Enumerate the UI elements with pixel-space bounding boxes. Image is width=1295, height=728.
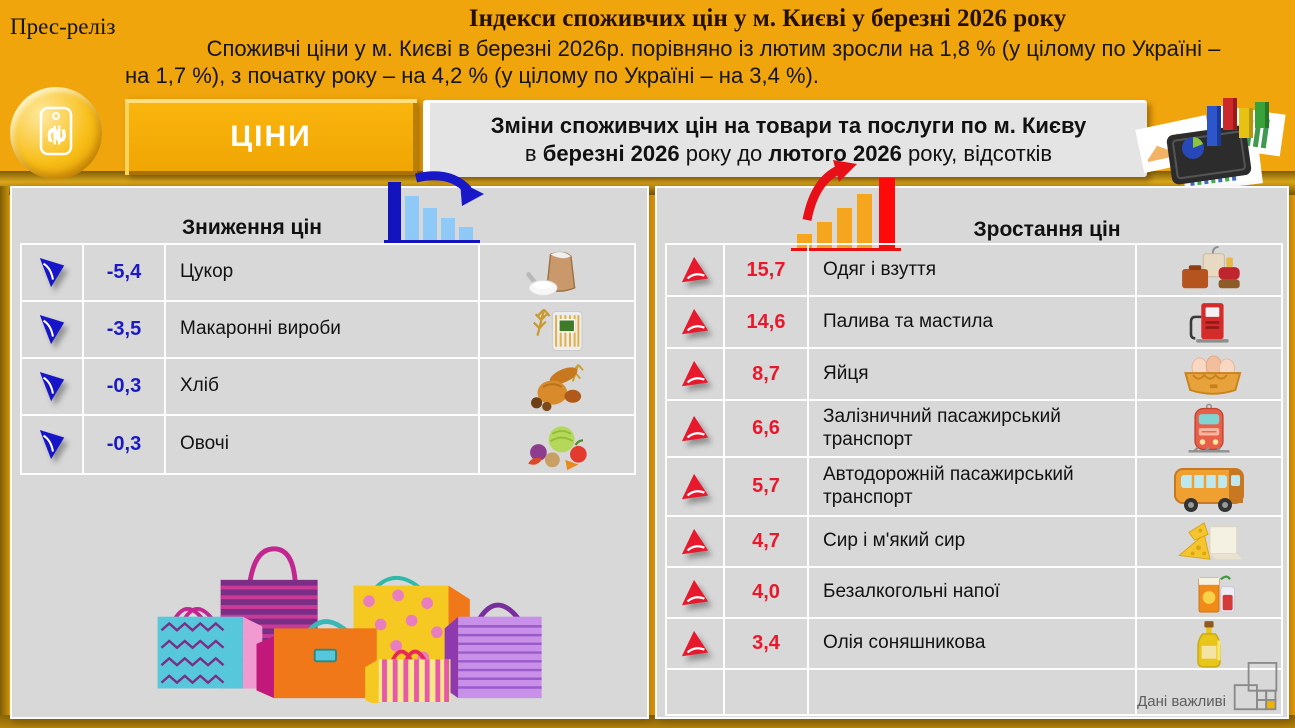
down-arrow-icon [22, 302, 84, 357]
info-box-line-2: в березні 2026 року до лютого 2026 року,… [524, 141, 1053, 166]
declining-bar-chart-icon [384, 170, 519, 255]
table-row: -0,3 Хліб [22, 359, 634, 416]
page-title: Індекси споживчих цін у м. Києві у берез… [468, 5, 1067, 32]
table-row: 4,7 Сир і м'який сир [667, 517, 1281, 568]
growth-panel: Зростання цін 15,7 Одяг і взуття [655, 160, 1289, 719]
table-row: 6,6 Залізничний пасажирський транспорт [667, 401, 1281, 458]
value-cell: 6,6 [725, 401, 809, 456]
up-arrow-icon [667, 517, 725, 566]
label-cell: Яйця [809, 349, 1137, 399]
value-cell: 8,7 [725, 349, 809, 399]
drinks-icon [1137, 568, 1281, 617]
cheese-icon [1137, 517, 1281, 566]
value-cell: -0,3 [84, 359, 166, 414]
value-cell: -0,3 [84, 416, 166, 473]
label-cell: Сир і м'який сир [809, 517, 1137, 566]
label-cell: Безалкогольні напої [809, 568, 1137, 617]
value-cell: 4,0 [725, 568, 809, 617]
left-border-decoration [0, 186, 9, 715]
logo-text: Дані важливі [1137, 693, 1226, 710]
table-row: -0,3 Овочі [22, 416, 634, 473]
table-row: 14,6 Палива та мастила [667, 297, 1281, 349]
up-arrow-icon [667, 401, 725, 456]
label-cell: Цукор [166, 245, 480, 300]
decline-panel: Зниження цін -5,4 Цукор [10, 171, 649, 719]
rising-bar-chart-icon [785, 160, 935, 260]
up-arrow-icon [667, 349, 725, 399]
label-cell: Овочі [166, 416, 480, 473]
value-cell: 14,6 [725, 297, 809, 347]
decline-table: -5,4 Цукор -3,5 Макаронні вироби [20, 243, 636, 475]
decline-panel-title: Зниження цін [182, 216, 322, 239]
bus-icon [1137, 458, 1281, 515]
vegetables-icon [480, 416, 634, 473]
press-release-label: Прес-реліз [10, 14, 116, 39]
value-cell: 4,7 [725, 517, 809, 566]
sunflower-oil-icon [1137, 619, 1281, 668]
value-cell: 15,7 [725, 245, 809, 295]
fuel-pump-icon [1137, 297, 1281, 347]
up-arrow-icon [667, 245, 725, 295]
shopping-bags-illustration [122, 543, 552, 708]
up-arrow-icon [667, 297, 725, 347]
down-arrow-icon [22, 245, 84, 300]
clothing-icon [1137, 245, 1281, 295]
info-box: Зміни споживчих цін на товари та послуги… [423, 100, 1147, 177]
table-row: 15,7 Одяг і взуття [667, 245, 1281, 297]
prices-button[interactable]: ЦІНИ [125, 99, 417, 175]
price-tag-icon: ₴ [39, 106, 73, 156]
table-row: 4,0 Безалкогольні напої [667, 568, 1281, 619]
value-cell: 3,4 [725, 619, 809, 668]
label-cell: Одяг і взуття [809, 245, 1137, 295]
train-icon [1137, 401, 1281, 456]
label-cell: Палива та мастила [809, 297, 1137, 347]
hryvnia-coin-icon: ₴ [10, 87, 102, 179]
table-row-empty [667, 670, 1281, 714]
pasta-icon [480, 302, 634, 357]
dani-vazhlyvi-logo: Дані важливі [1137, 662, 1279, 712]
label-cell: Автодорожній пасажирський транспорт [809, 458, 1137, 515]
bread-icon [480, 359, 634, 414]
label-cell: Олія соняшникова [809, 619, 1137, 668]
value-cell: -3,5 [84, 302, 166, 357]
chart-tablet-illustration [1131, 92, 1291, 197]
table-row: 3,4 Олія соняшникова [667, 619, 1281, 670]
squares-logo-icon [1233, 662, 1278, 711]
table-row: 8,7 Яйця [667, 349, 1281, 401]
label-cell: Залізничний пасажирський транспорт [809, 401, 1137, 456]
table-row: -3,5 Макаронні вироби [22, 302, 634, 359]
table-row: -5,4 Цукор [22, 245, 634, 302]
up-arrow-icon [667, 458, 725, 515]
sugar-icon [480, 245, 634, 300]
up-arrow-icon [667, 619, 725, 668]
subtitle-line-1: Споживчі ціни у м. Києві в березні 2026р… [206, 36, 1221, 61]
growth-panel-title: Зростання цін [973, 218, 1121, 241]
svg-text:₴: ₴ [42, 125, 70, 146]
value-cell: -5,4 [84, 245, 166, 300]
growth-table: 15,7 Одяг і взуття 14,6 Палива та м [665, 243, 1283, 716]
label-cell: Хліб [166, 359, 480, 414]
down-arrow-icon [22, 416, 84, 473]
down-arrow-icon [22, 359, 84, 414]
label-cell: Макаронні вироби [166, 302, 480, 357]
eggs-icon [1137, 349, 1281, 399]
up-arrow-icon [667, 568, 725, 617]
info-box-line-1: Зміни споживчих цін на товари та послуги… [490, 113, 1087, 138]
subtitle-line-2: на 1,7 %), з початку року – на 4,2 % (у … [125, 63, 819, 88]
value-cell: 5,7 [725, 458, 809, 515]
table-row: 5,7 Автодорожній пасажирський транспорт [667, 458, 1281, 517]
